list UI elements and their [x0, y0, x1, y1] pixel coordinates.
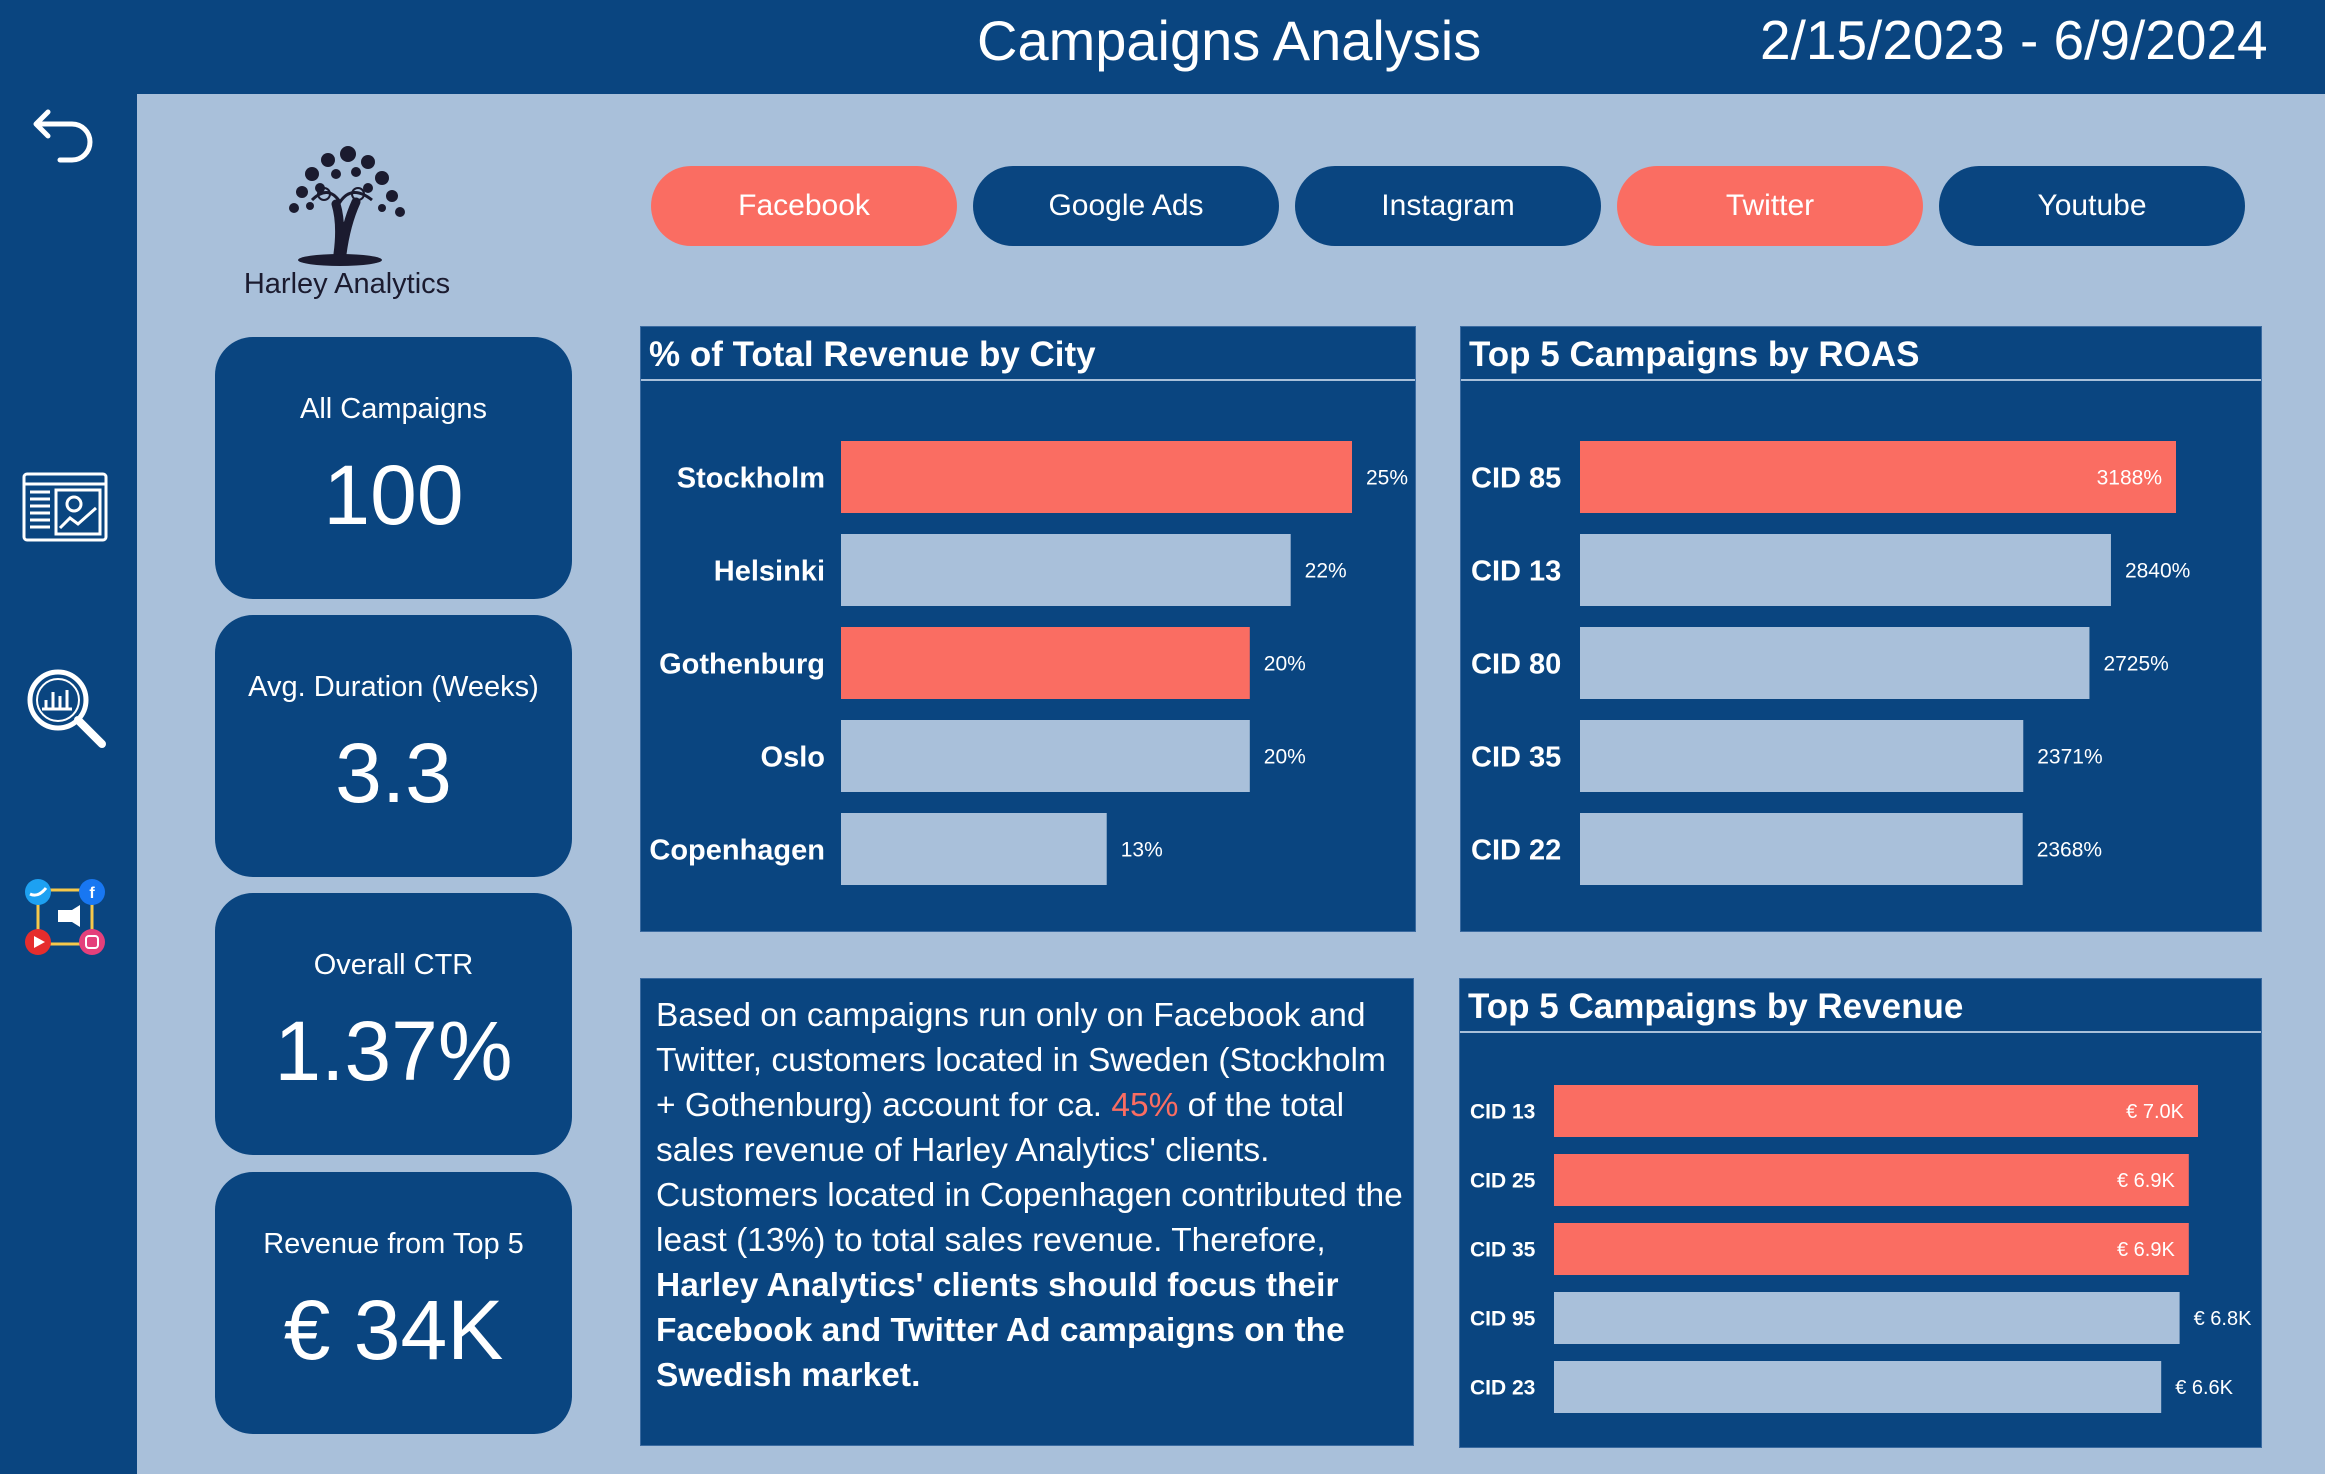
category-label: CID 95 — [1470, 1308, 1536, 1331]
category-label: CID 23 — [1470, 1377, 1535, 1400]
top-roas-panel: Top 5 Campaigns by ROAS CID 85 3188% CID 1… — [1460, 326, 2262, 932]
sidebar: f — [0, 0, 137, 1474]
chart-title: Top 5 Campaigns by Revenue — [1468, 987, 1964, 1026]
category-label: Oslo — [761, 741, 825, 773]
kpi-card: All Campaigns 100 — [215, 337, 572, 599]
data-label: 2371% — [2037, 746, 2102, 769]
channel-button-facebook[interactable]: Facebook — [651, 166, 957, 246]
data-label: € 6.6K — [2175, 1377, 2233, 1399]
data-label: 2368% — [2037, 839, 2102, 862]
bar[interactable] — [841, 720, 1250, 792]
channel-button-instagram[interactable]: Instagram — [1295, 166, 1601, 246]
kpi-label: All Campaigns — [300, 393, 487, 425]
data-label: 13% — [1121, 839, 1163, 862]
kpi-value: 1.37% — [274, 1004, 513, 1098]
social-media-icon[interactable]: f — [20, 872, 110, 962]
bar[interactable] — [1580, 813, 2023, 885]
channel-button-youtube[interactable]: Youtube — [1939, 166, 2245, 246]
bar[interactable] — [1580, 627, 2090, 699]
logo-text: Harley Analytics — [243, 268, 451, 300]
insight-text: Based on campaigns run only on Facebook … — [656, 993, 1406, 1398]
category-label: CID 13 — [1470, 1101, 1535, 1124]
category-label: CID 80 — [1471, 648, 1561, 680]
data-label: 22% — [1305, 560, 1347, 583]
page-title: Campaigns Analysis — [977, 9, 1482, 72]
bar[interactable] — [1554, 1085, 2198, 1137]
data-label: 20% — [1264, 746, 1306, 769]
category-label: CID 25 — [1470, 1170, 1536, 1193]
chart-title: Top 5 Campaigns by ROAS — [1469, 335, 1920, 374]
data-label: € 6.9K — [2117, 1239, 2175, 1261]
top-revenue-panel: Top 5 Campaigns by Revenue CID 13 € 7.0K C… — [1459, 978, 2262, 1448]
data-label: 20% — [1264, 653, 1306, 676]
kpi-value: 100 — [323, 448, 464, 542]
svg-text:f: f — [89, 885, 95, 902]
insight-panel: Based on campaigns run only on Facebook … — [640, 978, 1414, 1446]
category-label: CID 22 — [1471, 834, 1561, 866]
category-label: Stockholm — [677, 462, 825, 494]
data-label: 2725% — [2103, 653, 2168, 676]
top-roas-chart: CID 85 3188% CID 13 2840% CID 80 2725% CID 35 2… — [1471, 441, 2190, 885]
kpi-card: Avg. Duration (Weeks) 3.3 — [215, 615, 572, 877]
bar[interactable] — [1580, 534, 2111, 606]
analytics-search-icon[interactable] — [20, 662, 110, 752]
data-label: € 6.8K — [2194, 1308, 2252, 1330]
channel-button-twitter[interactable]: Twitter — [1617, 166, 1923, 246]
bar[interactable] — [1554, 1154, 2189, 1206]
channel-button-google-ads[interactable]: Google Ads — [973, 166, 1279, 246]
bar[interactable] — [1580, 720, 2024, 792]
kpi-value: 3.3 — [335, 726, 452, 820]
data-label: € 6.9K — [2117, 1170, 2175, 1192]
chart-title: % of Total Revenue by City — [649, 335, 1096, 374]
dashboard-report-icon[interactable] — [20, 462, 110, 552]
kpi-card: Revenue from Top 5 € 34K — [215, 1172, 572, 1434]
category-label: CID 85 — [1471, 462, 1561, 494]
category-label: CID 35 — [1471, 741, 1561, 773]
category-label: Copenhagen — [649, 834, 825, 866]
top-revenue-chart: CID 13 € 7.0K CID 25 € 6.9K CID 35 € 6.9K CID … — [1470, 1085, 2252, 1413]
data-label: 25% — [1366, 467, 1408, 490]
kpi-card: Overall CTR 1.37% — [215, 893, 572, 1155]
category-label: Helsinki — [714, 555, 825, 587]
top-bar — [137, 0, 2325, 94]
bar[interactable] — [841, 534, 1291, 606]
insight-highlight: 45% — [1111, 1087, 1179, 1124]
kpi-label: Overall CTR — [313, 949, 474, 981]
data-label: € 7.0K — [2126, 1101, 2184, 1123]
bar[interactable] — [841, 441, 1352, 513]
insight-part-1: Based on campaigns run only on Facebook … — [656, 997, 1386, 1124]
category-label: Gothenburg — [659, 648, 825, 680]
tree-logo-icon — [289, 146, 405, 266]
revenue-by-city-chart: Stockholm 25% Helsinki 22% Gothenburg 20% Oslo… — [649, 441, 1408, 885]
bar[interactable] — [841, 813, 1107, 885]
category-label: CID 13 — [1471, 555, 1561, 587]
kpi-label: Revenue from Top 5 — [263, 1228, 524, 1260]
bar[interactable] — [1580, 441, 2176, 513]
insight-recommendation: Harley Analytics' clients should focus t… — [656, 1267, 1345, 1394]
data-label: 2840% — [2125, 560, 2190, 583]
bar[interactable] — [1554, 1292, 2180, 1344]
bar[interactable] — [841, 627, 1250, 699]
back-arrow-icon[interactable] — [20, 90, 110, 180]
data-label: 3188% — [2097, 467, 2162, 490]
bar[interactable] — [1554, 1361, 2162, 1413]
revenue-by-city-panel: % of Total Revenue by City Stockholm 25% H… — [640, 326, 1416, 932]
kpi-value: € 34K — [283, 1283, 504, 1377]
insight-part-2: of the total sales revenue of Harley Ana… — [656, 1087, 1403, 1259]
date-range: 2/15/2023 - 6/9/2024 — [1760, 9, 2268, 71]
bar[interactable] — [1554, 1223, 2189, 1275]
kpi-label: Avg. Duration (Weeks) — [248, 671, 539, 703]
category-label: CID 35 — [1470, 1239, 1536, 1262]
